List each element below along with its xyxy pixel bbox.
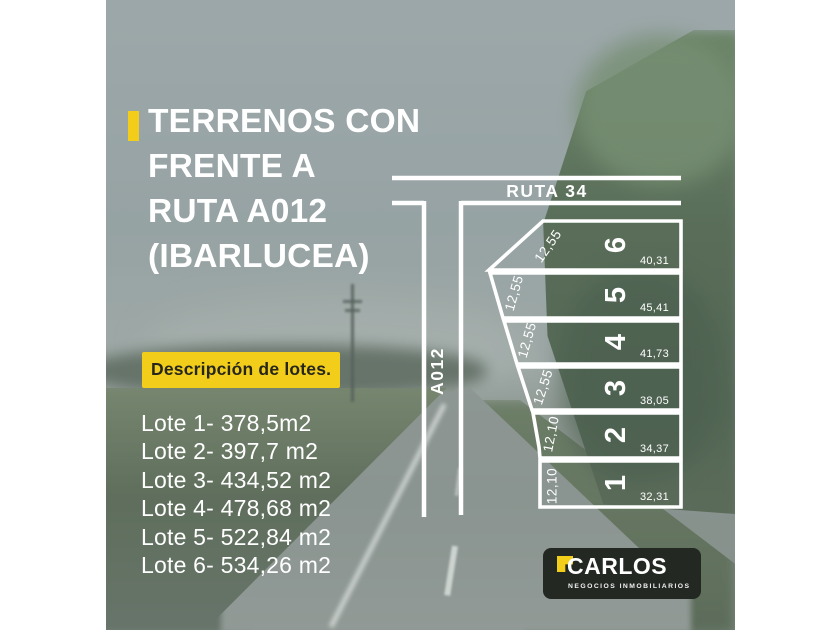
lot-2-number: 2 [600,427,632,443]
lot-list: Lote 1- 378,5m2 Lote 2- 397,7 m2 Lote 3-… [141,409,331,579]
lot-1-side-dimension: 12,10 [545,468,560,504]
lot-5-front-dimension: 45,41 [640,302,669,314]
roadside-trees-highlight [576,35,735,185]
lot-list-item: Lote 3- 434,52 m2 [141,466,332,493]
lot-2-front-dimension: 34,37 [640,443,669,455]
power-pole-crossarm [345,309,360,312]
lot-list-item: Lote 5- 522,84 m2 [141,523,332,550]
lot-list-item: Lote 4- 478,68 m2 [141,495,332,522]
logo-name: CARLOS [567,553,668,579]
ruta34-label: RUTA 34 [506,181,587,201]
lot-4-front-dimension: 41,73 [640,348,669,360]
title-line: FRENTE A [148,148,316,185]
lot-3-front-dimension: 38,05 [640,395,669,407]
lot-5-number: 5 [600,287,632,303]
power-pole [351,284,354,402]
title-line: TERRENOS CON [148,103,421,140]
lot-2-outline [530,411,683,460]
lot-1-front-dimension: 32,31 [640,491,669,503]
logo-tagline: NEGOCIOS INMOBILIARIOS [568,583,691,590]
title-accent-bar [128,111,139,141]
lot-6-number: 6 [600,237,632,253]
power-pole-crossarm [343,300,362,303]
lot-3-number: 3 [600,380,632,396]
a012-label: A012 [427,347,447,395]
lot-4-side-dimension: 12,55 [515,320,539,359]
lot-list-item: Lote 6- 534,26 m2 [141,552,332,579]
lot-list-item: Lote 1- 378,5m2 [141,410,312,436]
title-line: RUTA A012 [148,193,328,230]
lot-5-outline [487,271,683,320]
page-title: TERRENOS CON FRENTE A RUTA A012 (IBARLUC… [148,99,420,279]
lot-1-number: 1 [600,475,632,491]
lot-3-side-dimension: 12,55 [530,367,555,406]
lot-6-front-dimension: 40,31 [640,255,669,267]
lot-6-outline [484,219,683,272]
agency-logo: CARLOS NEGOCIOS INMOBILIARIOS [543,548,701,599]
lot-list-item: Lote 2- 397,7 m2 [141,438,319,465]
lot-4-number: 4 [600,334,632,350]
lot-4-outline [501,319,683,366]
lot-3-outline [515,365,683,412]
lot-1-outline [538,459,683,509]
lot-5-side-dimension: 12,55 [502,273,526,312]
lot-6-side-dimension: 12,55 [531,227,564,265]
lot-2-side-dimension: 12,10 [540,415,562,453]
description-heading-badge: Descripción de lotes. [142,352,341,388]
title-line: (IBARLUCEA) [148,238,370,275]
